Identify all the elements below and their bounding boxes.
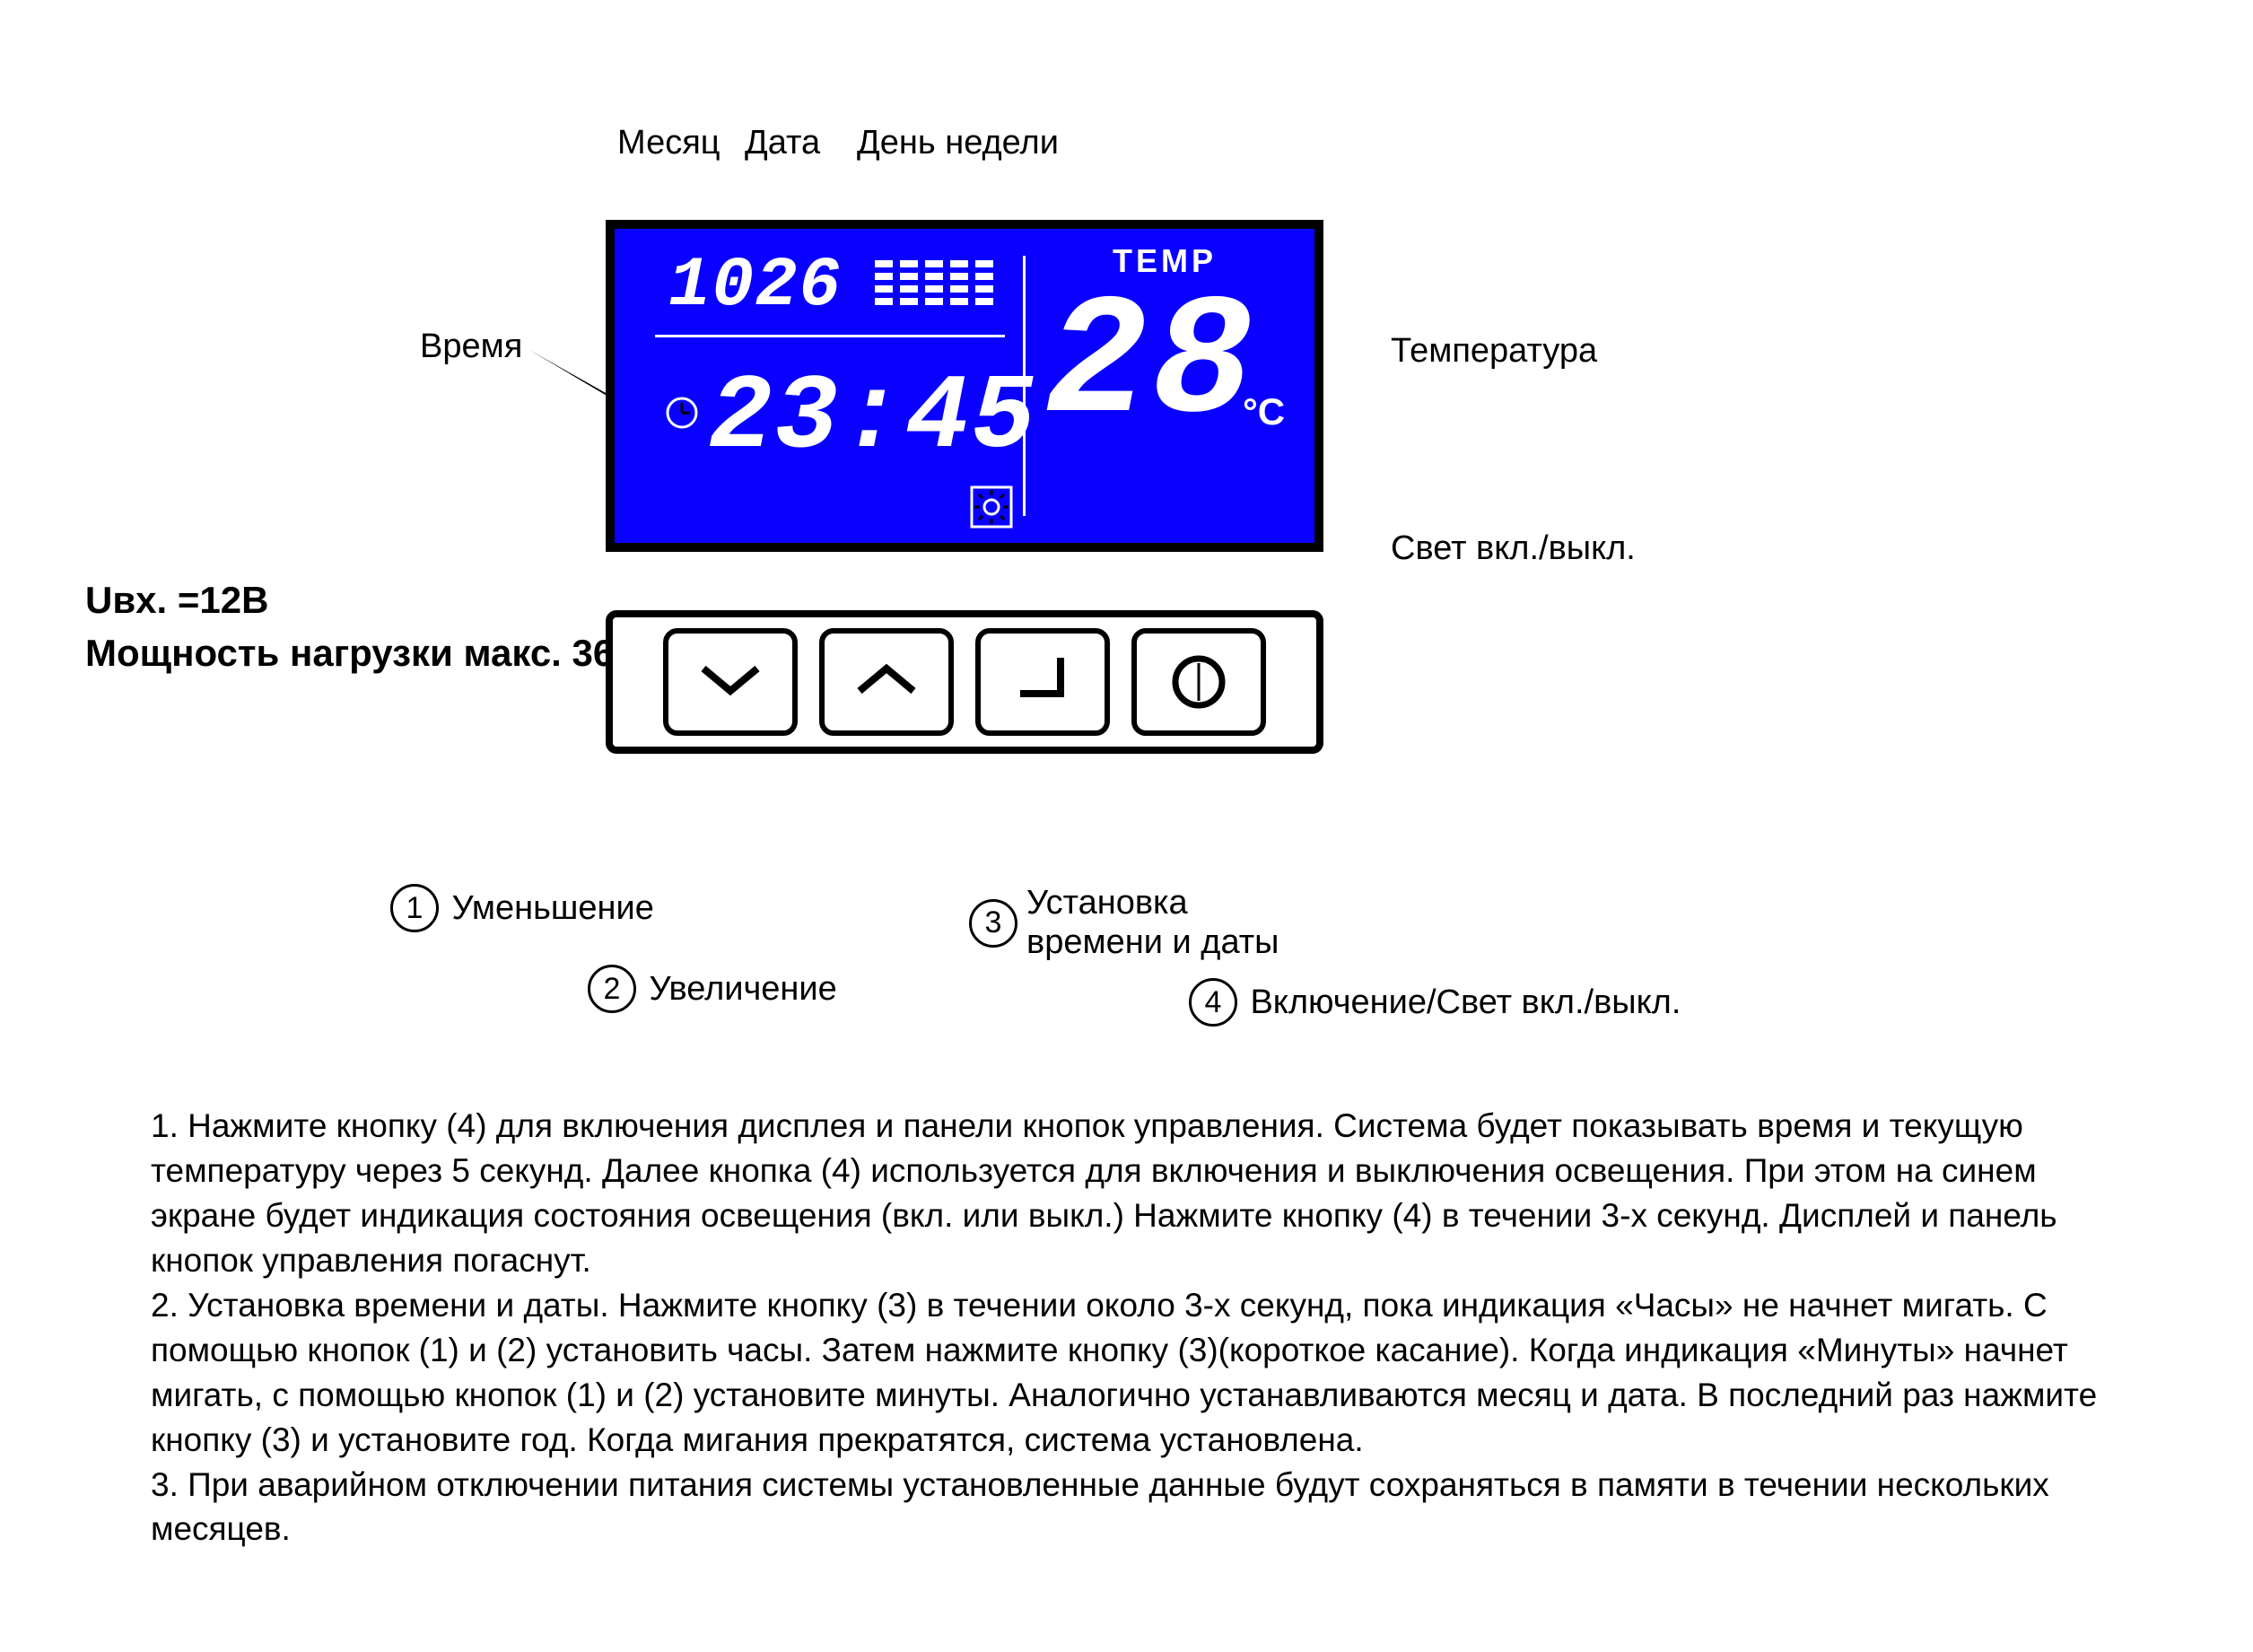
leader-date	[767, 166, 785, 206]
circle-2: 2	[588, 965, 636, 1013]
leader-btn3	[1023, 763, 1090, 897]
leader-weekday	[888, 166, 897, 206]
specs-block: Uвх. =12В Мощность нагрузки макс. 36Вт	[85, 574, 659, 680]
button-label-4: 4 Включение/Свет вкл./выкл.	[1189, 978, 1681, 1027]
power-icon	[1167, 651, 1230, 713]
circle-4: 4	[1189, 978, 1237, 1027]
callout-temperature: Температура	[1391, 332, 1597, 371]
lcd-temp-unit: °C	[1243, 390, 1285, 433]
circle-1: 1	[390, 884, 439, 932]
chevron-down-icon	[694, 660, 766, 704]
clock-icon	[664, 395, 700, 435]
label-power: Включение/Свет вкл./выкл.	[1250, 983, 1681, 1022]
button-power[interactable]	[1131, 628, 1266, 736]
instruction-p3: 3. При аварийном отключении питания сист…	[151, 1463, 2107, 1552]
callout-month: Месяц	[617, 124, 720, 162]
button-set[interactable]	[975, 628, 1110, 736]
leader-btn1	[547, 763, 646, 897]
lcd-date: 1026	[668, 247, 842, 326]
callout-date: Дата	[745, 124, 820, 162]
button-label-2: 2 Увеличение	[588, 965, 837, 1013]
label-set-time: Установка времени и даты	[1026, 884, 1279, 962]
lcd-time: 23:45	[709, 359, 1037, 478]
lcd-temp-value: 28	[1045, 269, 1257, 462]
button-label-3: 3 Установка времени и даты	[969, 884, 1279, 962]
instruction-p1: 1. Нажмите кнопку (4) для включения дисп…	[151, 1104, 2107, 1283]
lcd-divider-h	[655, 335, 1005, 337]
leader-btn2	[740, 763, 839, 969]
enter-icon	[1007, 651, 1078, 713]
button-panel	[606, 610, 1323, 754]
light-icon	[969, 485, 1014, 534]
callout-time: Время	[420, 328, 522, 366]
button-up[interactable]	[819, 628, 954, 736]
instruction-p2: 2. Установка времени и даты. Нажмите кно…	[151, 1283, 2107, 1463]
leader-temperature	[1319, 301, 1382, 354]
lcd-display: 1026 23:45	[606, 220, 1323, 552]
instructions-block: 1. Нажмите кнопку (4) для включения дисп…	[151, 1104, 2107, 1551]
specs-line2: Мощность нагрузки макс. 36Вт	[85, 627, 659, 680]
lcd-weekday-bars	[875, 260, 1009, 319]
specs-line1: Uвх. =12В	[85, 574, 659, 627]
button-down[interactable]	[663, 628, 798, 736]
circle-3: 3	[969, 899, 1017, 948]
button-label-1: 1 Уменьшение	[390, 884, 654, 932]
label-increase: Увеличение	[649, 970, 836, 1009]
label-decrease: Уменьшение	[451, 889, 653, 928]
chevron-up-icon	[851, 660, 922, 704]
leader-month	[682, 166, 718, 206]
callout-light: Свет вкл./выкл.	[1391, 529, 1636, 568]
callout-weekday: День недели	[857, 124, 1059, 162]
